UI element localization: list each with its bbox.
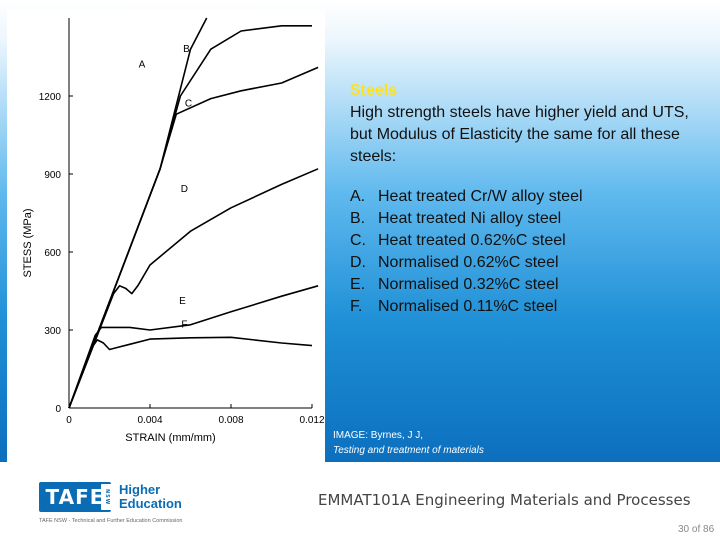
logo-text: TAFE <box>45 485 105 509</box>
list-item: D. Normalised 0.62%C steel <box>350 252 710 274</box>
y-tick-label: 0 <box>55 404 61 415</box>
list-key: F. <box>350 298 363 315</box>
credit-title: Testing and treatment of materials <box>333 445 484 456</box>
stress-strain-chart: 0 0.004 0.008 0.012 0 300 600 900 1200 STRAIN (mm… <box>7 10 325 462</box>
y-tick-label: 600 <box>44 248 61 259</box>
list-key: A. <box>350 188 366 205</box>
slide-text: Steels High strength steels have higher … <box>350 80 710 318</box>
list-text: Heat treated 0.62%C steel <box>378 232 566 249</box>
list-key: B. <box>350 210 366 227</box>
logo-subtitle-line2: Education <box>119 496 182 511</box>
chart-svg: 0 0.004 0.008 0.012 0 300 600 900 1200 STRAIN (mm… <box>22 17 325 444</box>
y-axis-label: STESS (MPa) <box>22 208 34 277</box>
x-tick-label: 0.012 <box>299 415 324 426</box>
list-key: C. <box>350 232 366 249</box>
series-label-c: C <box>185 98 192 109</box>
series-line-e <box>68 285 319 409</box>
y-tick-label: 300 <box>44 326 61 337</box>
list-item: F. Normalised 0.11%C steel <box>350 296 710 318</box>
list-text: Normalised 0.11%C steel <box>378 298 558 315</box>
series-line-b <box>68 25 312 409</box>
steel-list: A. Heat treated Cr/W alloy steel B. Heat t… <box>350 186 710 318</box>
series-label-b: B <box>183 44 190 55</box>
slide-heading: Steels <box>350 82 398 99</box>
list-text: Normalised 0.62%C steel <box>378 254 559 271</box>
logo-subtitle: Higher Education <box>119 483 182 511</box>
y-tick-label: 900 <box>44 170 61 181</box>
slide-body: High strength steels have higher yield a… <box>350 104 689 165</box>
list-item: C. Heat treated 0.62%C steel <box>350 230 710 252</box>
list-text: Heat treated Cr/W alloy steel <box>378 188 583 205</box>
list-item: E. Normalised 0.32%C steel <box>350 274 710 296</box>
x-axis-label: STRAIN (mm/mm) <box>125 432 215 444</box>
list-text: Heat treated Ni alloy steel <box>378 210 562 227</box>
series-line-d <box>68 168 319 409</box>
agency-name: TAFE NSW - Technical and Further Educati… <box>39 518 183 524</box>
logo-badge: NSW <box>101 484 113 510</box>
list-item: A. Heat treated Cr/W alloy steel <box>350 186 710 208</box>
series-line-c <box>68 66 319 409</box>
y-tick-label: 1200 <box>39 92 62 103</box>
series-label-a: A <box>139 59 146 70</box>
series-line-f <box>68 336 313 409</box>
series-label-d: D <box>181 184 188 195</box>
series-label-e: E <box>179 296 186 307</box>
x-tick-label: 0.008 <box>218 415 243 426</box>
logo-mark: TAFE NSW <box>39 482 113 512</box>
list-key: E. <box>350 276 366 293</box>
list-item: B. Heat treated Ni alloy steel <box>350 208 710 230</box>
page-number: 30 of 86 <box>678 524 715 535</box>
credit-author: IMAGE: Byrnes, J J, <box>333 430 424 441</box>
x-tick-label: 0.004 <box>137 415 162 426</box>
image-credit: IMAGE: Byrnes, J J, Testing and treatmen… <box>333 428 484 458</box>
series-label-f: F <box>181 319 187 330</box>
list-key: D. <box>350 254 366 271</box>
list-text: Normalised 0.32%C steel <box>378 276 559 293</box>
course-title: EMMAT101A Engineering Materials and Proc… <box>318 491 691 509</box>
tafe-logo: TAFE NSW Higher Education <box>39 482 182 512</box>
x-tick-label: 0 <box>66 415 72 426</box>
logo-subtitle-line1: Higher <box>119 482 161 497</box>
footer: TAFE NSW Higher Education TAFE NSW - Tec… <box>0 462 720 540</box>
